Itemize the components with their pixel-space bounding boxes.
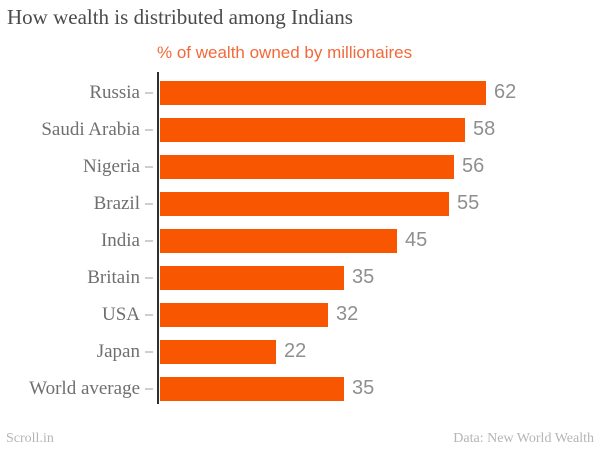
bar-row: Nigeria 56: [0, 148, 600, 185]
publisher-credit: Scroll.in: [6, 431, 54, 446]
bar-area: 35: [160, 376, 375, 401]
bar[interactable]: [160, 265, 344, 290]
axis-tick: [145, 350, 153, 353]
axis-tick: [145, 202, 153, 205]
axis-tick: [145, 91, 153, 94]
axis-tick: [145, 313, 153, 316]
chart-title: How wealth is distributed among Indians: [7, 5, 353, 29]
category-label: USA: [101, 303, 140, 325]
value-label: 45: [405, 229, 428, 251]
bar-area: 32: [160, 302, 359, 327]
bar-area: 62: [160, 80, 517, 105]
bar-area: 58: [160, 117, 496, 142]
bar-row: World average 35: [0, 370, 600, 407]
bar-area: 56: [160, 154, 485, 179]
axis-tick: [145, 239, 153, 242]
bar[interactable]: [160, 191, 449, 216]
value-label: 55: [457, 192, 480, 214]
value-label: 56: [462, 155, 485, 177]
bar[interactable]: [160, 302, 328, 327]
bar-row: Britain 35: [0, 259, 600, 296]
bar-row: Russia 62: [0, 74, 600, 111]
bar-area: 45: [160, 228, 428, 253]
value-label: 62: [494, 81, 517, 103]
bar[interactable]: [160, 154, 454, 179]
bar[interactable]: [160, 228, 397, 253]
axis-tick: [145, 165, 153, 168]
category-label: Britain: [87, 266, 140, 288]
bar-rows: Russia 62 Saudi Arabia 58 Nigeria 56 Bra…: [0, 74, 600, 407]
value-label: 35: [352, 266, 375, 288]
value-label: 22: [284, 340, 307, 362]
axis-tick: [145, 128, 153, 131]
data-source-credit: Data: New World Wealth: [453, 431, 594, 446]
bar-row: Brazil 55: [0, 185, 600, 222]
axis-tick: [145, 387, 153, 390]
category-label: Nigeria: [83, 155, 140, 177]
bar-row: India 45: [0, 222, 600, 259]
category-label: World average: [29, 377, 140, 399]
bar-row: USA 32: [0, 296, 600, 333]
bar-row: Saudi Arabia 58: [0, 111, 600, 148]
value-label: 32: [336, 303, 359, 325]
bar[interactable]: [160, 339, 276, 364]
category-label: Japan: [96, 340, 140, 362]
category-label: Russia: [89, 81, 140, 103]
y-axis-line: [157, 72, 159, 404]
bar[interactable]: [160, 80, 486, 105]
value-label: 35: [352, 377, 375, 399]
axis-tick: [145, 276, 153, 279]
bar-row: Japan 22: [0, 333, 600, 370]
bar-area: 55: [160, 191, 480, 216]
category-label: India: [100, 229, 140, 251]
category-label: Saudi Arabia: [41, 118, 140, 140]
bar[interactable]: [160, 376, 344, 401]
value-label: 58: [473, 118, 496, 140]
chart-subtitle: % of wealth owned by millionaires: [157, 43, 413, 62]
bar-area: 22: [160, 339, 307, 364]
bar[interactable]: [160, 117, 465, 142]
bar-area: 35: [160, 265, 375, 290]
category-label: Brazil: [93, 192, 140, 214]
